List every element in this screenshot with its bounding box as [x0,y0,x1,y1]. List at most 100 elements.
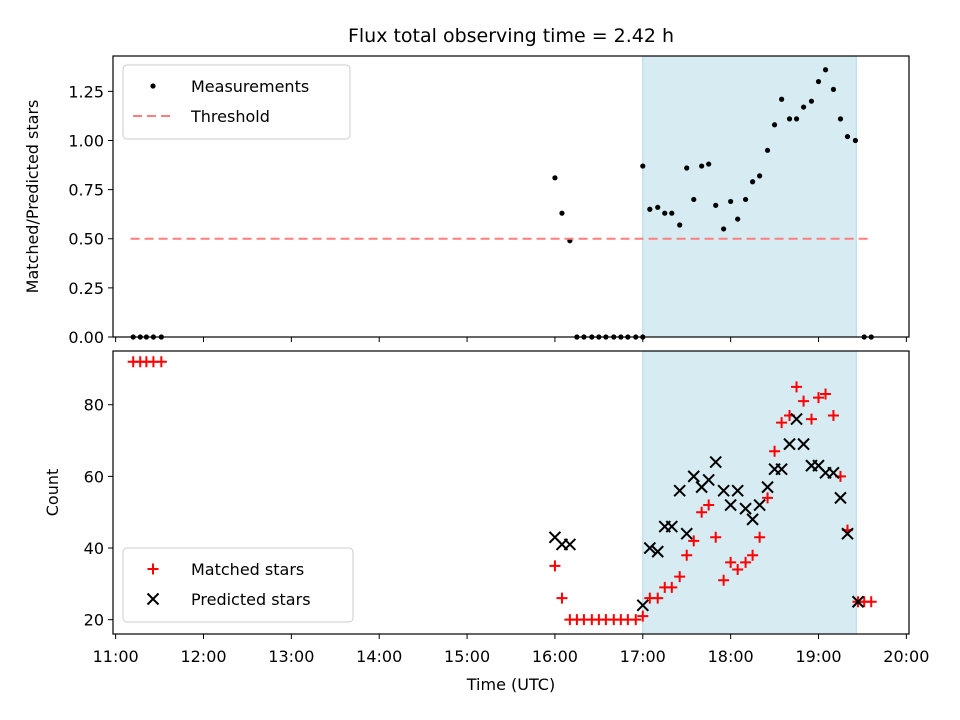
y-tick-label: 0.50 [68,230,104,249]
data-point [563,538,577,551]
axes-frame [112,55,910,338]
data-point [747,549,759,561]
data-point [655,204,661,210]
series-2 [548,412,865,612]
data-point [681,549,693,561]
data-point [827,466,840,480]
data-point [643,541,657,555]
data-point [754,531,766,543]
data-point [552,175,558,181]
data-point [827,409,839,421]
legend: Matched stars Predicted stars [122,547,354,623]
data-point [652,592,664,604]
data-point [764,147,771,153]
data-point [684,165,690,171]
data-point [820,388,832,400]
y-tick-label: 80 [84,396,104,415]
legend-label: Threshold [190,107,270,126]
data-point [718,574,730,586]
data-point [746,513,759,526]
data-point [721,226,727,232]
data-point [666,581,678,593]
data-point [713,202,719,208]
data-point [813,392,825,404]
data-point [706,161,712,167]
data-point [750,179,756,185]
y-tick-label: 0.75 [68,181,104,200]
data-point [665,520,678,533]
data-point [805,413,817,425]
chart-title: Flux total observing time = 2.42 h [348,25,674,47]
data-point [630,614,642,626]
legend-label: Predicted stars [191,590,311,609]
data-point [710,531,722,543]
data-point [851,595,865,608]
data-point [830,86,837,93]
legend-label: Matched stars [191,560,304,579]
x-axis-label: Time (UTC) [466,675,555,694]
data-point [702,473,715,487]
y-tick-label: 1.00 [68,131,104,150]
data-point [724,498,737,512]
data-point [709,455,722,469]
data-point [673,484,686,497]
legend-marker [150,83,156,89]
y-tick-label: 60 [84,467,104,486]
y-tick-label: 0.25 [68,279,104,298]
data-point [735,216,741,222]
data-point [769,445,781,457]
legend-marker [146,592,160,606]
data-point [725,556,737,568]
data-point [775,463,788,476]
data-point [762,492,774,504]
legend-marker [147,563,159,575]
data-point [688,535,700,547]
series-1 [127,356,877,626]
legend-box [122,547,354,623]
data-point [687,470,700,483]
data-point [808,98,815,104]
data-point [637,610,649,622]
data-point [844,133,851,140]
y-tick-label: 1.25 [68,82,104,101]
data-point [815,78,822,85]
data-point [691,196,697,203]
x-tick-label: 14:00 [356,647,402,666]
data-point [791,381,803,393]
observing-span [642,55,857,338]
x-tick-label: 13:00 [268,647,314,666]
x-tick-label: 20:00 [883,647,929,666]
legend-label: Measurements [191,77,309,96]
data-point [837,116,844,122]
data-point [753,498,766,512]
data-point [677,222,683,228]
data-point [771,122,778,128]
y-axis-label: Matched/Predicted stars [23,100,42,294]
data-point [640,163,646,169]
x-tick-label: 19:00 [795,647,841,666]
data-point [732,564,744,576]
y-tick-label: 0.00 [68,328,104,347]
data-point [786,116,793,122]
data-point [155,356,167,368]
x-tick-label: 18:00 [708,647,754,666]
data-point [674,571,686,583]
data-point [790,412,803,426]
axes-frame [112,350,910,635]
data-point [798,395,810,407]
data-point [800,104,807,110]
data-point [728,198,734,205]
data-point [797,437,810,451]
legend-box [122,64,351,140]
x-tick-label: 15:00 [444,647,490,666]
legend: Measurements Threshold [122,64,351,140]
ratio-panel: 0.00 0.25 0.50 0.75 1.00 1.25 Matched/Predicte… [23,55,910,347]
data-point [699,163,705,169]
data-point [776,417,788,429]
data-point [703,499,715,511]
data-point [783,437,796,451]
x-tick-label: 17:00 [620,647,666,666]
data-point [852,137,859,144]
data-point [742,196,749,203]
